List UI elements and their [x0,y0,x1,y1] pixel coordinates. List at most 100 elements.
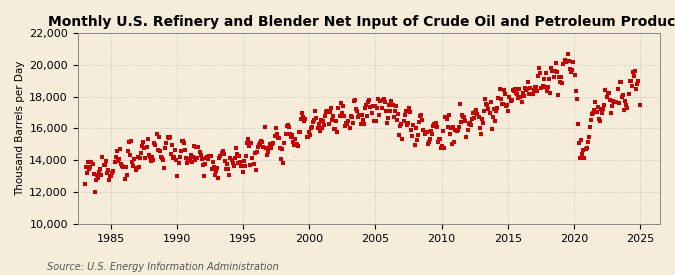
Point [475,131,486,136]
Point [219,152,230,156]
Point [363,100,374,104]
Point [472,111,483,116]
Point [312,125,323,130]
Point [152,147,163,152]
Point [179,141,190,145]
Point [280,132,291,136]
Point [164,135,175,140]
Point [310,109,321,113]
Point [101,159,111,163]
Point [110,155,121,160]
Point [533,74,543,79]
Point [532,88,543,93]
Point [378,97,389,101]
Point [591,110,602,114]
Point [335,100,346,105]
Point [409,143,420,147]
Point [367,104,378,108]
Point [132,155,143,159]
Point [207,166,217,171]
Point [144,155,155,159]
Point [491,109,502,114]
Point [171,158,182,162]
Point [626,83,637,88]
Point [340,124,350,129]
Point [588,110,599,115]
Point [162,134,173,139]
Point [211,169,221,174]
Point [632,82,643,87]
Point [366,111,377,116]
Point [209,173,220,177]
Point [207,160,218,164]
Point [506,98,517,102]
Point [294,130,305,134]
Title: Monthly U.S. Refinery and Blender Net Input of Crude Oil and Petroleum Products: Monthly U.S. Refinery and Blender Net In… [48,15,675,29]
Point [221,162,232,166]
Point [604,98,615,103]
Point [609,100,620,104]
Point [284,125,294,129]
Point [99,163,110,167]
Point [245,163,256,168]
Point [150,142,161,147]
Point [202,155,213,160]
Point [357,118,368,122]
Point [514,87,524,92]
Point [586,118,597,123]
Point [428,124,439,128]
Point [302,134,313,139]
Point [221,166,232,171]
Point [128,164,139,168]
Point [515,95,526,99]
Point [593,117,604,122]
Point [113,159,124,163]
Point [484,111,495,115]
Point [444,132,455,136]
Point [167,156,178,160]
Point [247,155,258,160]
Point [237,170,248,174]
Point [196,157,207,161]
Point [194,150,205,155]
Point [560,59,571,64]
Point [355,122,366,126]
Point [439,145,450,150]
Point [176,149,186,153]
Point [85,164,96,169]
Point [292,144,303,148]
Point [599,103,610,107]
Point [122,149,133,153]
Point [182,161,193,165]
Point [277,147,288,151]
Point [95,167,106,171]
Point [319,123,329,127]
Point [287,133,298,137]
Point [381,120,392,125]
Point [315,128,325,133]
Point [394,133,404,137]
Point [463,122,474,127]
Point [496,101,507,106]
Point [375,99,386,103]
Point [416,113,427,117]
Point [259,125,270,129]
Text: Source: U.S. Energy Information Administration: Source: U.S. Energy Information Administ… [47,262,279,272]
Point [104,177,115,182]
Point [508,89,519,94]
Point [598,107,609,111]
Point [256,139,267,144]
Point [124,140,134,145]
Point [426,129,437,134]
Point [527,92,538,96]
Point [556,75,567,80]
Point [136,150,146,155]
Point [406,128,416,132]
Point [333,105,344,110]
Point [339,113,350,118]
Point [574,141,585,145]
Point [327,114,338,118]
Point [466,123,477,127]
Point [299,119,310,123]
Point [572,122,583,126]
